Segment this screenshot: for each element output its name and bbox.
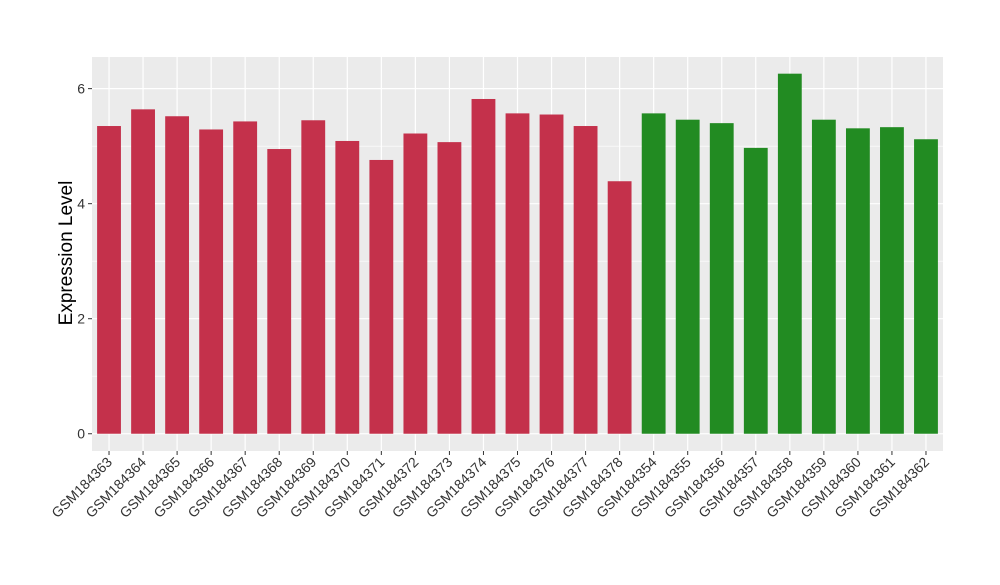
bar-GSM184363 xyxy=(97,126,121,434)
bar-GSM184366 xyxy=(199,129,224,434)
y-axis: 0 2 4 6 xyxy=(77,81,92,442)
bar-GSM184369 xyxy=(301,120,326,434)
bar-GSM184375 xyxy=(505,113,530,434)
bar-GSM184371 xyxy=(369,159,394,434)
bar-GSM184356 xyxy=(709,123,734,434)
x-axis: GSM184363GSM184364GSM184365GSM184366GSM1… xyxy=(48,451,932,521)
bar-GSM184364 xyxy=(131,109,155,434)
bar-GSM184365 xyxy=(165,116,190,434)
y-tick-label: 2 xyxy=(77,311,85,327)
bar-GSM184378 xyxy=(607,181,632,434)
bar-GSM184374 xyxy=(471,98,496,434)
bar-GSM184368 xyxy=(267,149,292,434)
y-axis-title: Expression Level xyxy=(56,181,77,326)
bar-GSM184361 xyxy=(880,127,904,434)
bar-GSM184357 xyxy=(743,147,768,434)
bar-GSM184359 xyxy=(811,119,836,434)
bar-GSM184376 xyxy=(539,114,564,434)
bar-GSM184367 xyxy=(233,121,258,434)
bars xyxy=(97,73,938,434)
bar-GSM184373 xyxy=(437,142,462,434)
bar-GSM184358 xyxy=(777,73,802,434)
y-tick-label: 4 xyxy=(77,196,85,212)
bar-GSM184354 xyxy=(641,113,666,434)
bar-GSM184355 xyxy=(675,119,700,434)
bar-GSM184370 xyxy=(335,140,360,434)
bar-GSM184372 xyxy=(403,133,428,434)
y-tick-label: 6 xyxy=(77,81,85,97)
y-tick-label: 0 xyxy=(77,426,85,442)
bar-GSM184377 xyxy=(573,126,598,434)
bar-GSM184360 xyxy=(845,128,870,434)
bar-GSM184362 xyxy=(914,139,938,434)
